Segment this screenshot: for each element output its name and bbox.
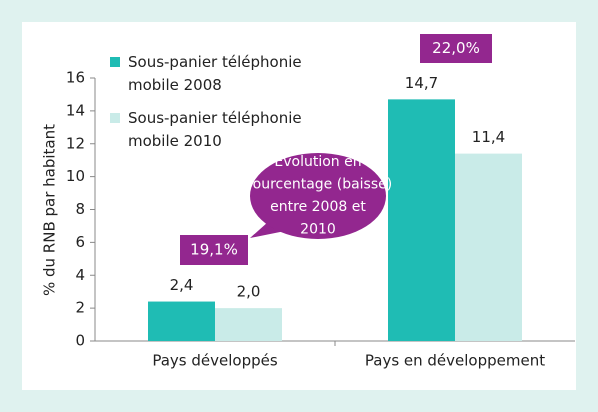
bar	[148, 301, 215, 341]
value-label: 14,7	[405, 74, 438, 92]
callout-text: Evolution en	[274, 154, 361, 170]
legend-swatch	[110, 113, 120, 123]
legend-label: Sous-panier téléphonie mobile 2010	[128, 109, 302, 150]
y-tick-label: 8	[75, 200, 85, 218]
callout-text: pourcentage (baisse)	[244, 177, 392, 193]
annotation-box	[420, 34, 492, 63]
legend-line: Sous-panier téléphonie	[128, 109, 302, 127]
bar	[215, 308, 282, 341]
value-label: 2,4	[170, 276, 194, 294]
callout-text: entre 2008 et	[270, 199, 366, 215]
y-tick-label: 6	[75, 233, 85, 251]
y-tick-label: 10	[66, 167, 85, 185]
value-label: 2,0	[237, 283, 261, 301]
value-label: 11,4	[472, 128, 505, 146]
x-tick-label: Pays en développement	[365, 352, 545, 370]
bar	[455, 153, 522, 341]
legend-label: Sous-panier téléphonie mobile 2008	[128, 53, 302, 94]
legend-line: mobile 2010	[128, 132, 222, 150]
y-tick-label: 0	[75, 332, 85, 350]
legend-swatch	[110, 57, 120, 67]
x-tick-label: Pays développés	[152, 352, 277, 370]
y-tick-label: 4	[75, 266, 85, 284]
y-tick-label: 12	[66, 134, 85, 152]
annotation-box	[180, 235, 248, 265]
legend-line: mobile 2008	[128, 76, 222, 94]
legend-line: Sous-panier téléphonie	[128, 53, 302, 71]
bar	[388, 99, 455, 342]
callout-text: 2010	[300, 222, 336, 238]
callout-bubble	[250, 153, 386, 239]
y-axis-label: % du RNB par habitant	[41, 124, 59, 296]
callout-bubble	[250, 222, 290, 238]
annotation-text: 22,0%	[432, 39, 480, 57]
y-tick-label: 14	[66, 101, 85, 119]
y-tick-label: 16	[66, 69, 85, 87]
annotation-text: 19,1%	[190, 241, 238, 259]
y-tick-label: 2	[75, 299, 85, 317]
